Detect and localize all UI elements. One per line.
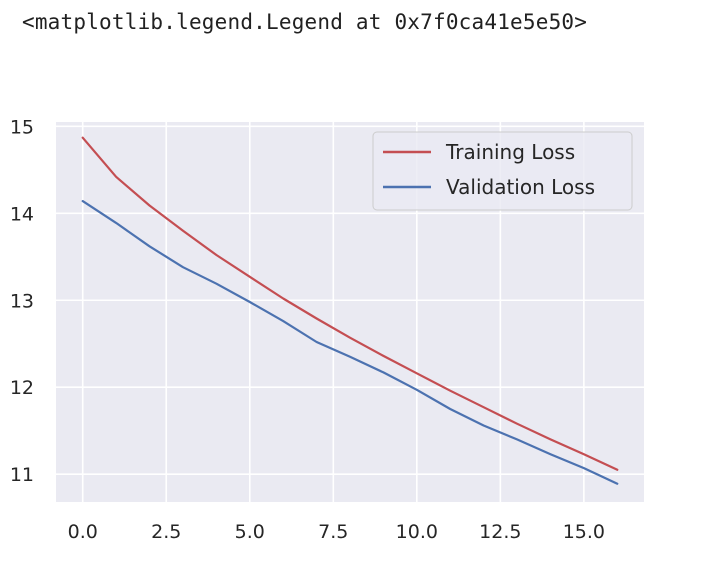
- legend-label: Training Loss: [445, 140, 575, 164]
- x-tick-label: 5.0: [235, 521, 265, 543]
- x-tick-label: 15.0: [563, 521, 605, 543]
- cell-output-text: <matplotlib.legend.Legend at 0x7f0ca41e5…: [22, 10, 588, 34]
- x-tick-label: 2.5: [151, 521, 181, 543]
- x-tick-label: 0.0: [68, 521, 98, 543]
- legend: Training Loss Validation Loss: [372, 131, 633, 211]
- x-axis-ticks: 0.0 2.5 5.0 7.5 10.0 12.5 15.0: [68, 521, 605, 543]
- y-axis-ticks: 11 12 13 14 15: [10, 116, 34, 486]
- series-lines: [81, 136, 619, 485]
- series-line-training-loss: [81, 136, 619, 471]
- x-tick-label: 10.0: [396, 521, 438, 543]
- x-tick-label: 7.5: [318, 521, 348, 543]
- grid: [56, 122, 644, 502]
- y-tick-label: 12: [10, 377, 34, 399]
- y-tick-label: 15: [10, 116, 34, 138]
- y-tick-label: 13: [10, 290, 34, 312]
- legend-frame: [372, 131, 633, 211]
- x-tick-label: 12.5: [479, 521, 521, 543]
- y-tick-label: 14: [10, 203, 34, 225]
- series-line-validation-loss: [81, 200, 619, 485]
- legend-label: Validation Loss: [446, 175, 595, 199]
- y-tick-label: 11: [10, 464, 34, 486]
